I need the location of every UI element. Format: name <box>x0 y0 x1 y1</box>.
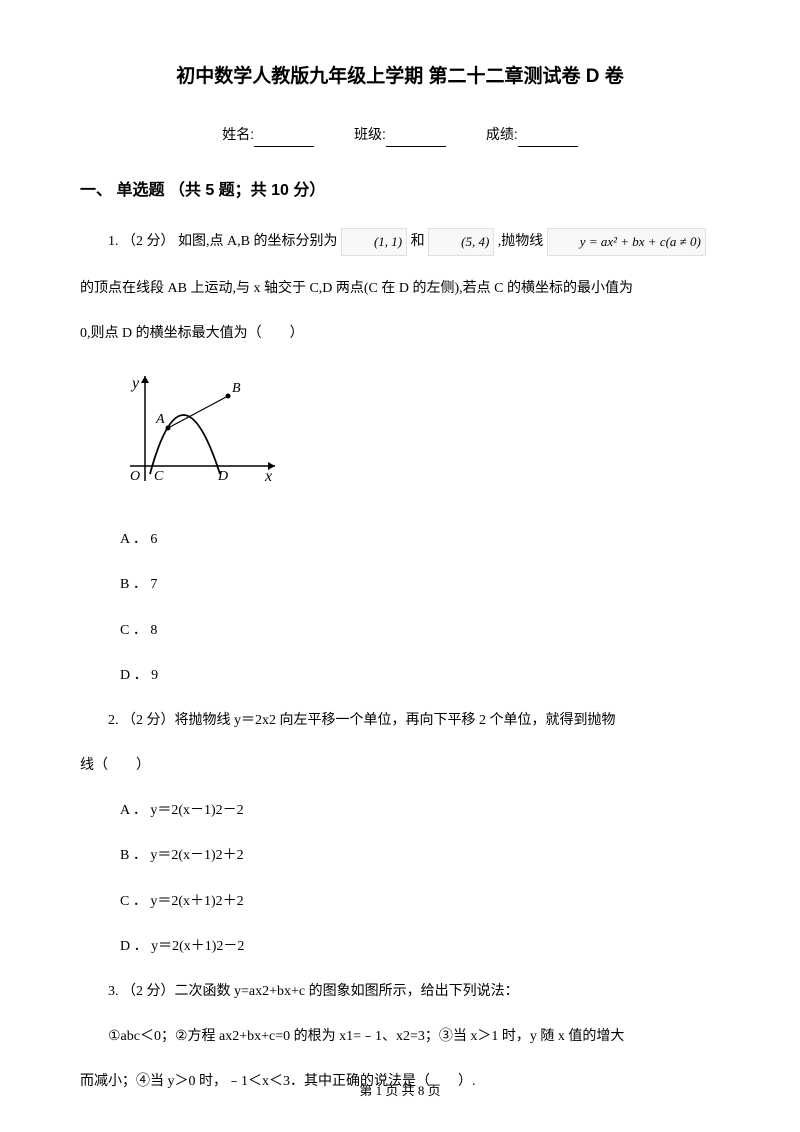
svg-text:x: x <box>264 468 272 485</box>
q1-coord1: (1, 1) <box>341 228 407 255</box>
q1-line3: 0,则点 D 的横坐标最大值为（ ） <box>80 321 720 346</box>
section-header-1: 一、 单选题 （共 5 题；共 10 分） <box>80 177 720 206</box>
q1-option-d: D ． 9 <box>120 663 720 688</box>
q2-option-d: D ． y＝2(x＋1)2－2 <box>120 934 720 959</box>
q1-text-mid: 和 <box>407 234 428 249</box>
name-blank <box>254 146 314 147</box>
q2-option-a: A ． y＝2(x－1)2－2 <box>120 798 720 823</box>
score-blank <box>518 146 578 147</box>
q2-option-b: B ． y＝2(x－1)2＋2 <box>120 843 720 868</box>
q1-graph: y x O C D A B <box>120 366 720 505</box>
q2-line2: 线（ ） <box>80 753 720 778</box>
svg-text:D: D <box>217 469 228 484</box>
page-footer: 第 1 页 共 8 页 <box>0 1079 800 1102</box>
q1-option-a: A ． 6 <box>120 527 720 552</box>
question-2: 2. （2 分）将抛物线 y＝2x2 向左平移一个单位，再向下平移 2 个单位，… <box>80 708 720 733</box>
svg-text:B: B <box>232 381 241 396</box>
q1-option-b: B ． 7 <box>120 572 720 597</box>
q1-line2: 的顶点在线段 AB 上运动,与 x 轴交于 C,D 两点(C 在 D 的左侧),… <box>80 276 720 301</box>
score-label: 成绩: <box>486 126 518 142</box>
q3-line2: ①abc＜0；②方程 ax2+bx+c=0 的根为 x1=﹣1、x2=3；③当 … <box>80 1024 720 1049</box>
question-1: 1. （2 分） 如图,点 A,B 的坐标分别为 (1, 1) 和 (5, 4)… <box>80 228 720 255</box>
q1-text-before: 1. （2 分） 如图,点 A,B 的坐标分别为 <box>108 234 341 249</box>
svg-text:O: O <box>130 469 140 484</box>
class-label: 班级: <box>354 126 386 142</box>
q1-coord2: (5, 4) <box>428 228 494 255</box>
q2-option-c: C ． y＝2(x＋1)2＋2 <box>120 889 720 914</box>
class-blank <box>386 146 446 147</box>
svg-text:y: y <box>130 375 140 392</box>
svg-text:C: C <box>154 469 164 484</box>
question-3: 3. （2 分）二次函数 y=ax2+bx+c 的图象如图所示，给出下列说法： <box>80 979 720 1004</box>
info-line: 姓名: 班级: 成绩: <box>80 122 720 147</box>
q1-text-after: ,抛物线 <box>494 234 547 249</box>
q1-option-c: C ． 8 <box>120 618 720 643</box>
page-title: 初中数学人教版九年级上学期 第二十二章测试卷 D 卷 <box>80 60 720 94</box>
q1-formula: y = ax² + bx + c(a ≠ 0) <box>547 228 706 255</box>
svg-text:A: A <box>155 412 165 427</box>
name-label: 姓名: <box>222 126 254 142</box>
